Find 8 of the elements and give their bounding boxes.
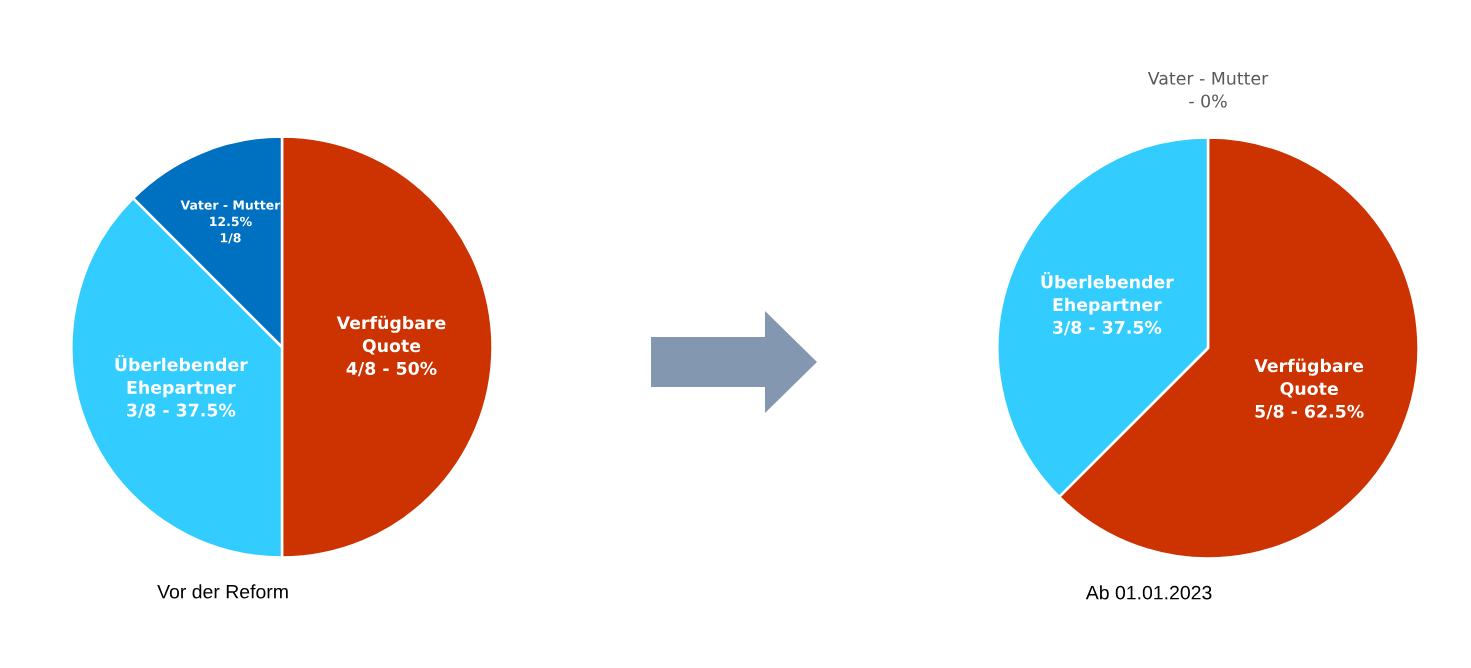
slice-label: Überlebender Ehepartner 3/8 - 37.5% — [1041, 272, 1174, 336]
slice-label: Vater - Mutter 12.5% 1/8 — [180, 200, 281, 244]
slice-label: Verfügbare Quote 5/8 - 62.5% — [1254, 358, 1364, 420]
text: Ab 01.01.2023 — [1085, 585, 1212, 600]
text: Vor der Reform — [157, 584, 288, 599]
slice-label: Verfügbare Quote 4/8 - 50% — [336, 315, 446, 377]
category-label: Vater - Mutter - 0% — [1147, 71, 1269, 108]
slice-label: Überlebender Ehepartner 3/8 - 37.5% — [115, 354, 248, 419]
